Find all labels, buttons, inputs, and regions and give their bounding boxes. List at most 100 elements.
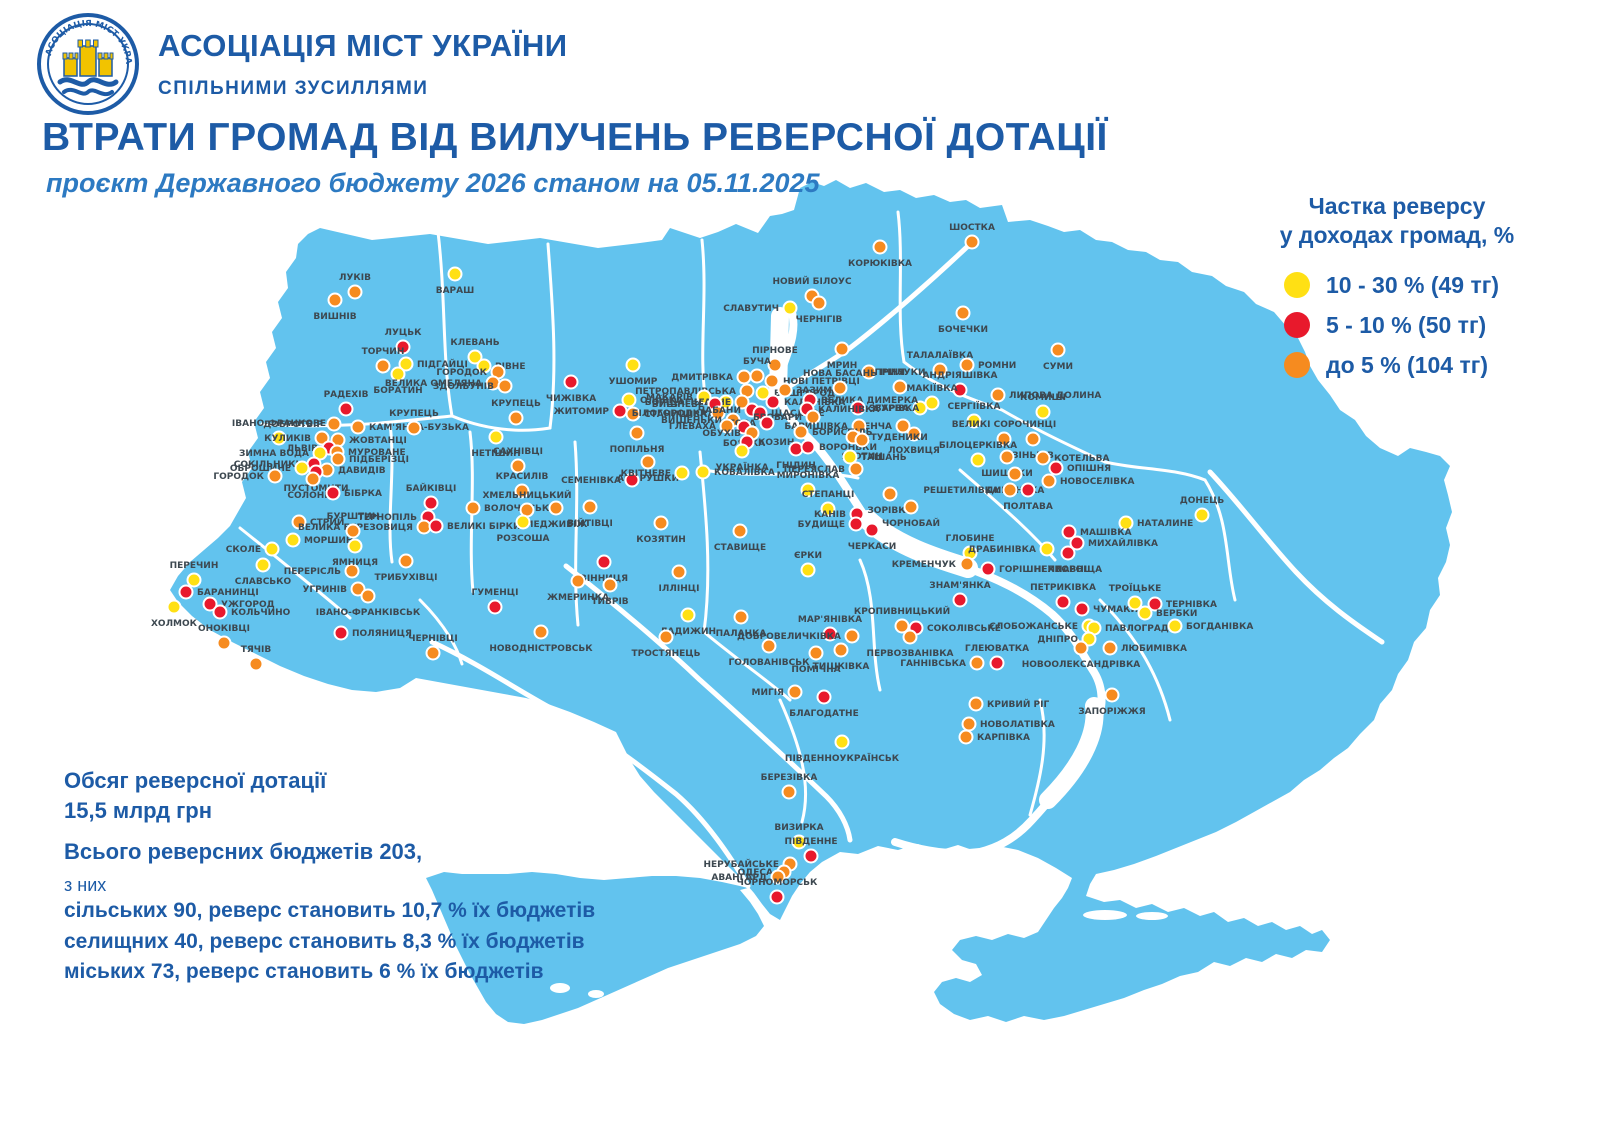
community-dot[interactable] [212,604,228,620]
community-dot[interactable] [782,300,798,316]
community-dot[interactable] [861,364,877,380]
community-dot[interactable] [800,439,816,455]
community-dot[interactable] [570,573,586,589]
community-dot[interactable] [375,358,391,374]
community-dot[interactable] [1074,601,1090,617]
community-dot[interactable] [345,523,361,539]
community-dot[interactable] [510,458,526,474]
community-dot[interactable] [1039,541,1055,557]
community-dot[interactable] [629,425,645,441]
community-dot[interactable] [952,592,968,608]
community-dot[interactable] [327,292,343,308]
community-dot[interactable] [291,514,307,530]
community-dot[interactable] [764,373,780,389]
community-dot[interactable] [1069,535,1085,551]
community-dot[interactable] [903,499,919,515]
community-dot[interactable] [166,599,182,615]
community-dot[interactable] [305,471,321,487]
community-dot[interactable] [1147,596,1163,612]
community-dot[interactable] [1167,618,1183,634]
community-dot[interactable] [882,486,898,502]
community-dot[interactable] [563,374,579,390]
community-dot[interactable] [1127,595,1143,611]
community-dot[interactable] [734,394,750,410]
community-dot[interactable] [872,239,888,255]
community-dot[interactable] [1048,460,1064,476]
community-dot[interactable] [968,696,984,712]
community-dot[interactable] [398,356,414,372]
community-dot[interactable] [955,305,971,321]
community-dot[interactable] [186,572,202,588]
community-dot[interactable] [671,564,687,580]
community-dot[interactable] [178,584,194,600]
community-dot[interactable] [347,538,363,554]
community-dot[interactable] [800,482,816,498]
community-dot[interactable] [1007,466,1023,482]
community-dot[interactable] [961,716,977,732]
community-dot[interactable] [959,556,975,572]
community-dot[interactable] [695,464,711,480]
community-dot[interactable] [710,405,726,421]
community-dot[interactable] [487,599,503,615]
community-dot[interactable] [749,368,765,384]
community-dot[interactable] [390,366,406,382]
community-dot[interactable] [959,357,975,373]
community-dot[interactable] [602,577,618,593]
community-dot[interactable] [969,655,985,671]
community-dot[interactable] [788,441,804,457]
community-dot[interactable] [895,418,911,434]
community-dot[interactable] [674,465,690,481]
community-dot[interactable] [850,400,866,416]
community-dot[interactable] [719,418,735,434]
community-dot[interactable] [834,734,850,750]
community-dot[interactable] [1035,450,1051,466]
community-dot[interactable] [989,655,1005,671]
community-dot[interactable] [980,561,996,577]
community-dot[interactable] [330,451,346,467]
community-dot[interactable] [902,629,918,645]
community-dot[interactable] [267,468,283,484]
community-dot[interactable] [360,588,376,604]
community-dot[interactable] [497,378,513,394]
community-dot[interactable] [488,429,504,445]
community-dot[interactable] [344,563,360,579]
community-dot[interactable] [894,618,910,634]
community-dot[interactable] [314,430,330,446]
community-dot[interactable] [508,410,524,426]
community-dot[interactable] [996,431,1012,447]
community-dot[interactable] [832,380,848,396]
community-dot[interactable] [793,424,809,440]
community-dot[interactable] [820,501,836,517]
community-dot[interactable] [759,415,775,431]
community-dot[interactable] [333,625,349,641]
community-dot[interactable] [770,869,786,885]
community-dot[interactable] [848,516,864,532]
community-dot[interactable] [285,532,301,548]
community-dot[interactable] [425,645,441,661]
community-dot[interactable] [465,500,481,516]
community-dot[interactable] [653,515,669,531]
community-dot[interactable] [264,541,280,557]
community-dot[interactable] [248,656,264,672]
community-dot[interactable] [800,562,816,578]
community-dot[interactable] [398,553,414,569]
community-dot[interactable] [406,420,422,436]
community-dot[interactable] [1102,640,1118,656]
community-dot[interactable] [952,382,968,398]
community-dot[interactable] [612,403,628,419]
community-dot[interactable] [912,400,928,416]
community-dot[interactable] [325,485,341,501]
community-dot[interactable] [416,519,432,535]
community-dot[interactable] [752,405,768,421]
community-dot[interactable] [892,379,908,395]
community-dot[interactable] [1002,482,1018,498]
community-dot[interactable] [1035,404,1051,420]
community-dot[interactable] [1020,482,1036,498]
community-dot[interactable] [1073,640,1089,656]
community-dot[interactable] [514,483,530,499]
community-dot[interactable] [970,452,986,468]
community-dot[interactable] [999,449,1015,465]
community-dot[interactable] [696,389,712,405]
community-dot[interactable] [1041,473,1057,489]
community-dot[interactable] [964,234,980,250]
